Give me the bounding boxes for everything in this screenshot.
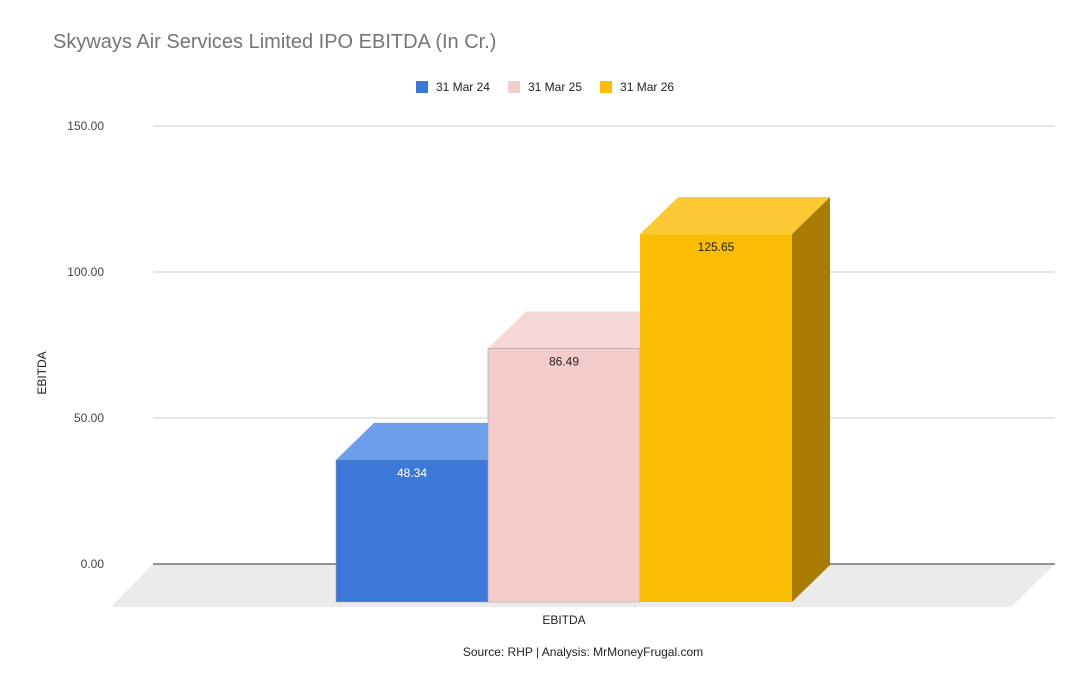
bar-side-3 xyxy=(792,197,830,603)
data-label-2: 86.49 xyxy=(549,354,579,368)
bar-front-2 xyxy=(487,348,641,603)
y-axis-label: EBITDA xyxy=(35,351,49,394)
bar-31-mar-26[interactable] xyxy=(640,197,830,603)
bar-top-2 xyxy=(488,311,678,349)
bar-top-3 xyxy=(640,197,830,235)
legend-swatch-1 xyxy=(415,81,428,93)
legend-label-2: 31 Mar 25 xyxy=(527,80,583,94)
data-label-1: 48.34 xyxy=(397,466,427,480)
legend-item-2[interactable]: 31 Mar 25 xyxy=(507,80,583,94)
bar-top-1 xyxy=(336,422,526,460)
legend-swatch-2 xyxy=(507,81,520,93)
legend-item-3[interactable]: 31 Mar 26 xyxy=(600,80,674,94)
legend-label-1: 31 Mar 24 xyxy=(435,80,490,94)
y-ticks: 0.00 50.00 100.00 150.00 xyxy=(67,119,104,571)
chart-title: Skyways Air Services Limited IPO EBITDA … xyxy=(53,31,497,53)
y-tick-2: 100.00 xyxy=(67,265,104,279)
source-note: Source: RHP | Analysis: MrMoneyFrugal.co… xyxy=(462,645,704,659)
x-category-label: EBITDA xyxy=(542,613,585,627)
legend-label-3: 31 Mar 26 xyxy=(620,80,675,94)
y-tick-0: 0.00 xyxy=(81,557,105,571)
legend-item-1[interactable]: 31 Mar 24 xyxy=(415,80,490,94)
bar-front-1 xyxy=(335,459,489,603)
y-tick-1: 50.00 xyxy=(74,411,104,425)
legend: 31 Mar 24 31 Mar 25 31 Mar 26 xyxy=(0,80,1090,94)
bar-front-3 xyxy=(640,234,792,603)
data-label-3: 125.65 xyxy=(698,240,735,254)
y-tick-3: 150.00 xyxy=(67,119,104,133)
legend-swatch-3 xyxy=(600,81,613,93)
